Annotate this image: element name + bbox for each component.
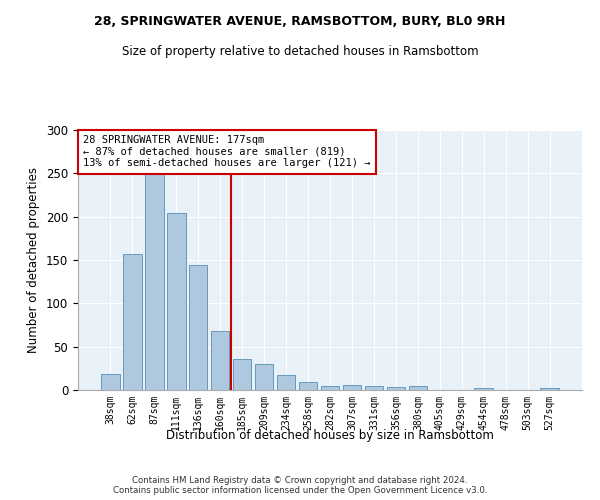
Bar <box>365 386 383 390</box>
Bar <box>167 213 185 390</box>
Bar <box>343 385 361 390</box>
Bar <box>123 254 142 390</box>
Bar <box>101 374 119 390</box>
Text: 28, SPRINGWATER AVENUE, RAMSBOTTOM, BURY, BL0 9RH: 28, SPRINGWATER AVENUE, RAMSBOTTOM, BURY… <box>94 15 506 28</box>
Text: Size of property relative to detached houses in Ramsbottom: Size of property relative to detached ho… <box>122 45 478 58</box>
Bar <box>145 174 164 390</box>
Bar <box>233 359 251 390</box>
Text: 28 SPRINGWATER AVENUE: 177sqm
← 87% of detached houses are smaller (819)
13% of : 28 SPRINGWATER AVENUE: 177sqm ← 87% of d… <box>83 135 371 168</box>
Bar <box>386 386 405 390</box>
Bar <box>541 388 559 390</box>
Text: Distribution of detached houses by size in Ramsbottom: Distribution of detached houses by size … <box>166 428 494 442</box>
Bar <box>189 265 208 390</box>
Bar <box>299 382 317 390</box>
Bar <box>255 364 274 390</box>
Bar <box>475 388 493 390</box>
Bar <box>277 376 295 390</box>
Bar <box>409 386 427 390</box>
Y-axis label: Number of detached properties: Number of detached properties <box>28 167 40 353</box>
Text: Contains HM Land Registry data © Crown copyright and database right 2024.
Contai: Contains HM Land Registry data © Crown c… <box>113 476 487 495</box>
Bar <box>320 386 340 390</box>
Bar <box>211 331 229 390</box>
